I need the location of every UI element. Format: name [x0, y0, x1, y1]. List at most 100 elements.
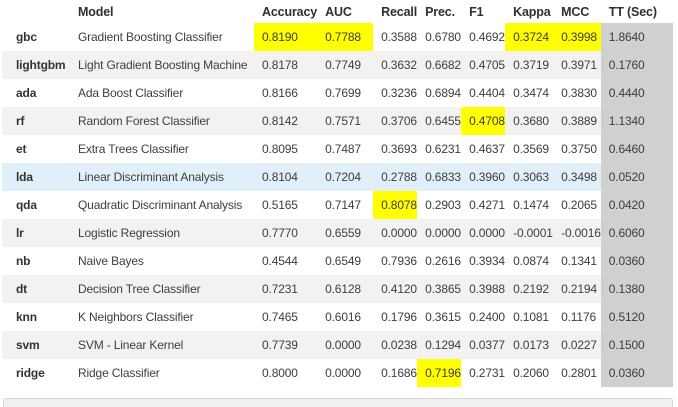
cell-recall: 0.7936	[381, 254, 417, 268]
cell-f1: 0.4692	[469, 30, 505, 44]
row-index-label: rf	[2, 107, 70, 135]
table-header-row: Model Accuracy AUC Recall Prec. F1 Kappa MCC TT …	[2, 0, 673, 23]
cell-accuracy: 0.4544	[262, 254, 298, 268]
cell-f1: 0.3960	[461, 163, 506, 191]
cell-tt-sec: 0.0360	[600, 247, 673, 275]
cell-model-name: Gradient Boosting Classifier	[78, 30, 223, 44]
cell-kappa: 0.3719	[505, 51, 554, 79]
cell-tt-sec: 0.0520	[600, 163, 673, 191]
row-index-label: et	[16, 142, 27, 156]
cell-model-name: Ridge Classifier	[78, 366, 160, 380]
table-row-svm: svm SVM - Linear Kernel 0.7739 0.0000 0.0238…	[2, 331, 673, 359]
cell-accuracy: 0.8104	[254, 163, 318, 191]
cell-model-name: Extra Trees Classifier	[78, 142, 189, 156]
column-header-index	[2, 0, 70, 23]
cell-recall: 0.1796	[381, 310, 417, 324]
cell-model-name: Linear Discriminant Analysis	[70, 163, 254, 191]
cell-mcc: 0.3889	[553, 107, 601, 135]
cell-mcc: 0.2194	[553, 275, 601, 303]
row-index-label: lightgbm	[2, 51, 70, 79]
row-index-label: lr	[2, 219, 70, 247]
cell-prec: 0.3865	[417, 275, 462, 303]
cell-accuracy: 0.7465	[262, 310, 298, 324]
cell-kappa: -0.0001	[505, 219, 554, 247]
column-header-prec: Prec.	[425, 4, 455, 19]
cell-model-name: SVM - Linear Kernel	[70, 331, 254, 359]
horizontal-scrollbar[interactable]	[3, 398, 673, 407]
row-index-label: lda	[2, 163, 70, 191]
table-row-lr: lr Logistic Regression 0.7770 0.6559 0.0000 0…	[2, 219, 673, 247]
cell-tt-sec: 0.0360	[600, 359, 673, 387]
cell-accuracy: 0.8166	[262, 86, 298, 100]
cell-mcc: 0.2801	[561, 366, 597, 380]
cell-auc: 0.7147	[325, 198, 361, 212]
cell-accuracy: 0.8190	[254, 23, 318, 51]
cell-tt-sec: 0.0420	[600, 191, 673, 219]
cell-f1: 0.3934	[469, 254, 505, 268]
cell-mcc: 0.3998	[553, 23, 601, 51]
cell-kappa: 0.3063	[505, 163, 554, 191]
cell-model-name: Logistic Regression	[70, 219, 254, 247]
cell-tt-sec: 0.6060	[600, 219, 673, 247]
cell-recall: 0.3706	[373, 107, 418, 135]
cell-f1: 0.4271	[469, 198, 505, 212]
cell-accuracy: 0.8142	[254, 107, 318, 135]
cell-auc: 0.6559	[317, 219, 374, 247]
table-row-et: et Extra Trees Classifier 0.8095 0.7487 0.36…	[2, 135, 673, 163]
row-index-label: gbc	[16, 30, 37, 44]
cell-model-name: K Neighbors Classifier	[78, 310, 194, 324]
cell-tt-sec: 1.1340	[600, 107, 673, 135]
cell-prec: 0.6780	[425, 30, 461, 44]
row-index-label: dt	[2, 275, 70, 303]
row-index-label: nb	[16, 254, 31, 268]
cell-prec: 0.2616	[425, 254, 461, 268]
column-header-auc: AUC	[325, 4, 352, 19]
row-index-label: ridge	[16, 366, 45, 380]
cell-recall: 0.3632	[373, 51, 418, 79]
cell-recall: 0.4120	[373, 275, 418, 303]
cell-kappa: 0.3569	[513, 142, 549, 156]
table-row-lightgbm: lightgbm Light Gradient Boosting Machine 0…	[2, 51, 673, 79]
column-header-recall: Recall	[381, 4, 418, 19]
cell-auc: 0.0000	[325, 366, 361, 380]
cell-accuracy: 0.7231	[254, 275, 318, 303]
cell-f1: 0.2400	[469, 310, 505, 324]
cell-kappa: 0.0874	[513, 254, 549, 268]
cell-tt-sec: 0.1500	[600, 331, 673, 359]
cell-mcc: 0.3830	[561, 86, 597, 100]
cell-prec: 0.6455	[417, 107, 462, 135]
row-index-label: qda	[16, 198, 37, 212]
table-row-lda: lda Linear Discriminant Analysis 0.8104 0.7…	[2, 163, 673, 191]
cell-recall: 0.3693	[381, 142, 417, 156]
table-row-ridge: ridge Ridge Classifier 0.8000 0.0000 0.1686 0…	[2, 359, 673, 387]
table-row-ada: ada Ada Boost Classifier 0.8166 0.7699 0.323…	[2, 79, 673, 107]
cell-prec: 0.6231	[425, 142, 461, 156]
cell-tt-sec: 0.6460	[600, 135, 673, 163]
cell-auc: 0.7204	[317, 163, 374, 191]
cell-prec: 0.2903	[425, 198, 461, 212]
cell-accuracy: 0.7739	[254, 331, 318, 359]
cell-auc: 0.7487	[325, 142, 361, 156]
cell-prec: 0.0000	[417, 219, 462, 247]
cell-mcc: 0.3498	[553, 163, 601, 191]
cell-kappa: 0.2060	[513, 366, 549, 380]
cell-f1: 0.4705	[461, 51, 506, 79]
cell-f1: 0.3988	[461, 275, 506, 303]
cell-accuracy: 0.8000	[262, 366, 298, 380]
cell-tt-sec: 0.1760	[600, 51, 673, 79]
row-index-label: knn	[16, 310, 37, 324]
cell-kappa: 0.1081	[513, 310, 549, 324]
model-comparison-table: Model Accuracy AUC Recall Prec. F1 Kappa MCC TT …	[2, 0, 673, 387]
cell-auc: 0.7788	[317, 23, 374, 51]
cell-accuracy: 0.8178	[254, 51, 318, 79]
table-row-knn: knn K Neighbors Classifier 0.7465 0.6016 0.1…	[2, 303, 673, 331]
cell-kappa: 0.0173	[505, 331, 554, 359]
cell-prec: 0.6833	[417, 163, 462, 191]
cell-auc: 0.6016	[325, 310, 361, 324]
table-row-gbc: gbc Gradient Boosting Classifier 0.8190 0.7…	[2, 23, 673, 51]
cell-model-name: Naive Bayes	[78, 254, 144, 268]
cell-auc: 0.7571	[317, 107, 374, 135]
cell-tt-sec: 0.4440	[600, 79, 673, 107]
cell-accuracy: 0.8095	[262, 142, 298, 156]
